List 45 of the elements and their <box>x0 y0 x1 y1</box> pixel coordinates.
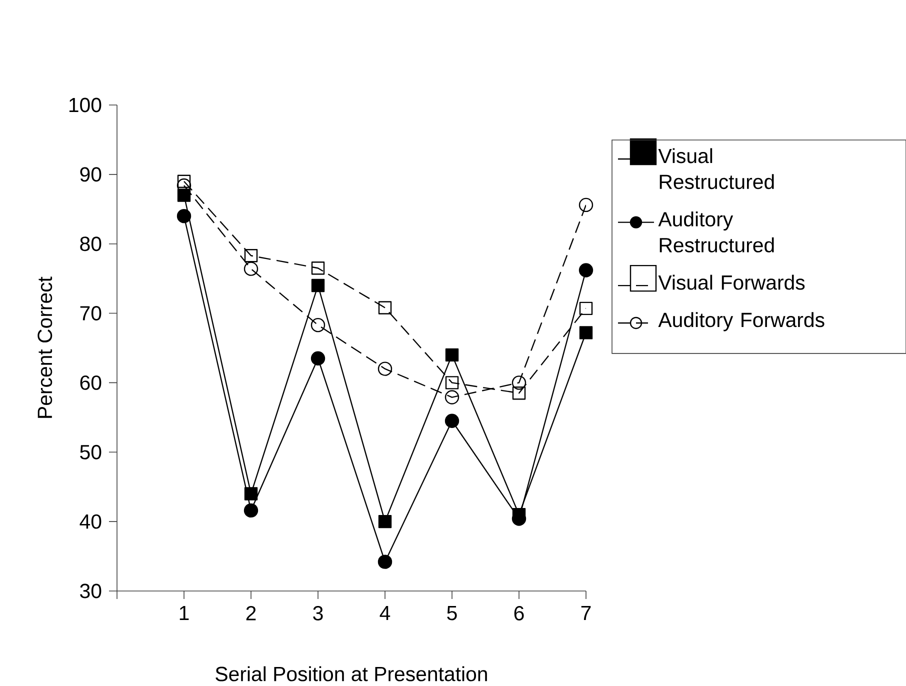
point <box>244 487 258 500</box>
point <box>378 362 392 376</box>
y-tick-label: 40 <box>80 514 102 529</box>
point <box>244 503 258 518</box>
point <box>579 302 593 316</box>
point <box>378 554 392 569</box>
y-tick-label: 30 <box>80 584 102 598</box>
point <box>512 376 526 390</box>
point <box>444 390 460 404</box>
legend-label: Visual Forwards <box>658 274 805 290</box>
point <box>579 326 593 340</box>
x-tick-label: 6 <box>514 606 524 620</box>
point <box>578 198 594 212</box>
x-tick-label: 3 <box>313 606 323 620</box>
point <box>176 208 192 224</box>
point <box>512 386 526 400</box>
point <box>378 301 392 314</box>
point <box>445 348 459 362</box>
x-tick-label: 1 <box>180 606 189 620</box>
x-axis-title: Serial Position at Presentation <box>216 666 487 682</box>
legend-label: Auditory Forwards <box>658 312 824 332</box>
legend-label: Auditory Restructured <box>658 211 774 252</box>
point <box>177 174 191 188</box>
x-tick-label: 5 <box>447 606 457 620</box>
point <box>310 318 326 332</box>
point <box>311 262 325 275</box>
point <box>310 351 326 366</box>
y-tick-label: 70 <box>80 306 102 321</box>
point <box>444 414 460 428</box>
y-axis-title: Percent Correct <box>38 276 52 418</box>
x-tick-label: 7 <box>581 606 591 620</box>
y-tick-label: 60 <box>80 375 102 390</box>
point <box>378 514 392 528</box>
point <box>244 249 258 262</box>
y-tick-label: 100 <box>69 98 102 112</box>
point <box>445 376 459 390</box>
point <box>578 263 594 278</box>
x-tick-label: 4 <box>380 606 390 620</box>
y-tick-label: 80 <box>80 236 102 252</box>
point <box>311 278 325 292</box>
point <box>244 262 258 276</box>
y-tick-label: 50 <box>80 444 102 460</box>
y-tick-label: 90 <box>80 167 102 182</box>
legend-label: Visual Restructured <box>658 148 774 190</box>
x-tick-label: 2 <box>246 606 256 620</box>
